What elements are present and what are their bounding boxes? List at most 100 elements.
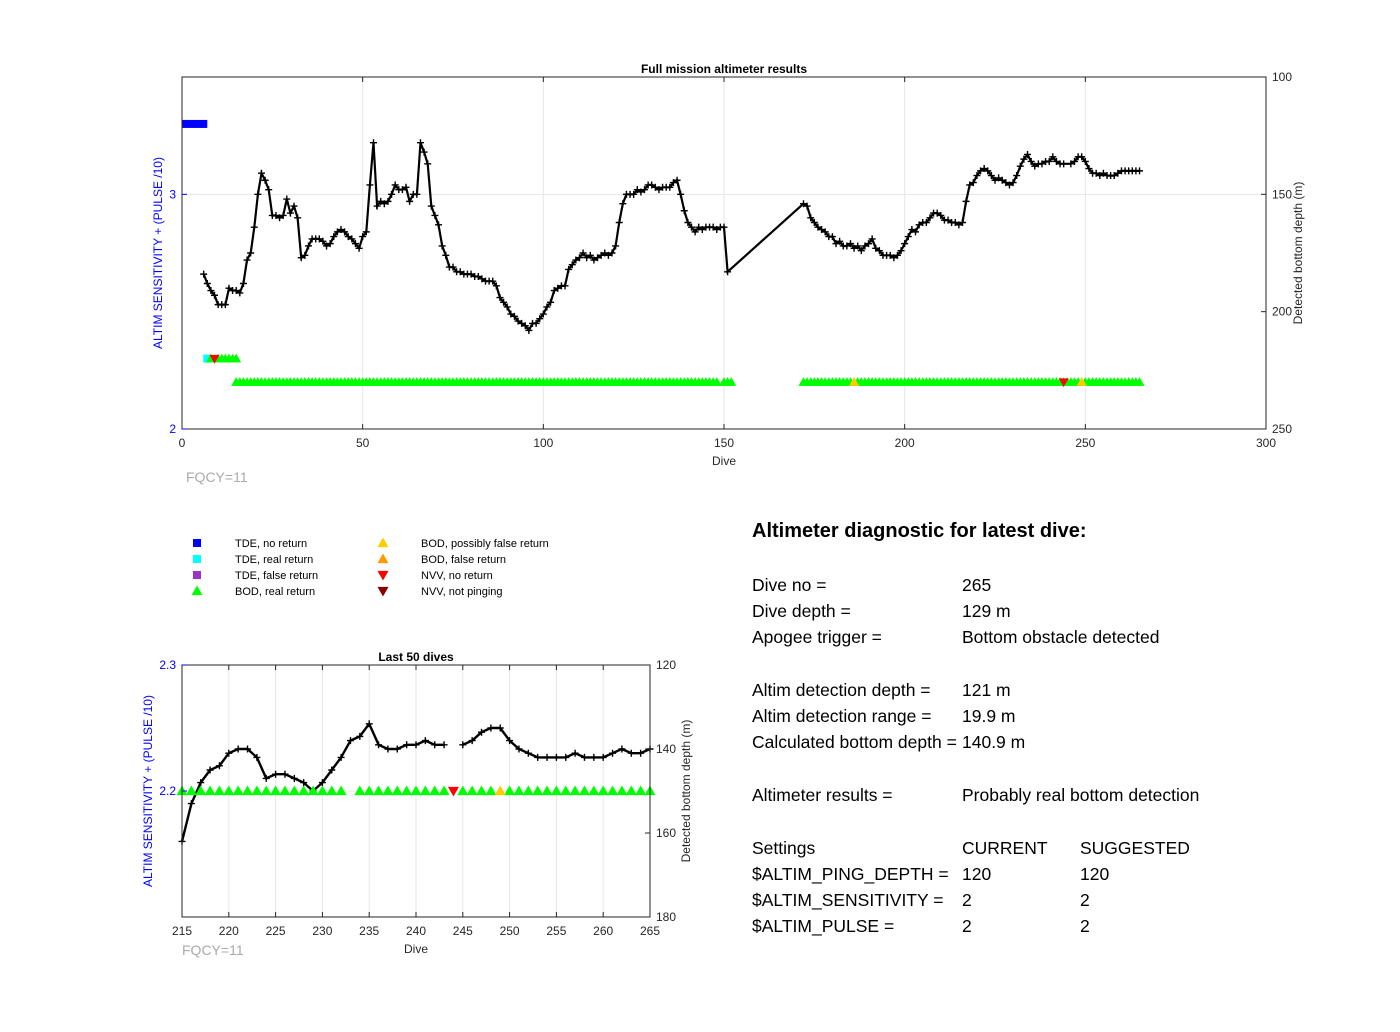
full-mission-depth-point [500, 298, 508, 306]
full-mission-depth-point [1070, 157, 1078, 165]
full-mission-bod-real-return-marker [711, 377, 722, 386]
full-mission-depth-point [247, 249, 255, 257]
full-mission-depth-point [1020, 155, 1028, 163]
full-mission-depth-point [977, 167, 985, 175]
full-mission-depth-point [901, 240, 909, 248]
full-mission-depth-point [265, 186, 273, 194]
full-mission-depth-point [467, 270, 475, 278]
full-mission-depth-point [243, 256, 251, 264]
last50-depth-point [206, 766, 214, 774]
last50-ytick-left-label: 2.2 [159, 784, 176, 798]
full-mission-depth-point [814, 223, 822, 231]
full-mission-depth-point [872, 244, 880, 252]
last50-bod-real-return-marker [616, 785, 628, 796]
last50-xtick-label: 235 [359, 924, 379, 938]
full-mission-depth-point [384, 197, 392, 205]
full-mission-depth-point [886, 251, 894, 259]
last50-bod-real-return-marker [522, 785, 534, 796]
full-mission-depth-point [601, 249, 609, 257]
full-mission-depth-point [958, 218, 966, 226]
settings-header-label: Settings [752, 838, 816, 858]
full-mission-depth-line [202, 142, 1140, 333]
full-mission-depth-point [532, 319, 540, 327]
full-mission-depth-point [1045, 157, 1053, 165]
full-mission-depth-point [875, 247, 883, 255]
dive-depth-value: 129 m [962, 601, 1011, 621]
full-mission-xtick-label: 300 [1256, 436, 1276, 450]
full-mission-depth-point [1024, 150, 1032, 158]
full-mission-depth-point [225, 284, 233, 292]
full-mission-ytick-right-label: 250 [1272, 422, 1292, 436]
full-mission-depth-point [908, 226, 916, 234]
full-mission-depth-point [637, 188, 645, 196]
last50-depth-point [459, 741, 467, 749]
full-mission-depth-point [1085, 165, 1093, 173]
legend-item-label: BOD, false return [421, 554, 506, 566]
full-mission-depth-point [709, 223, 717, 231]
last50-fqcy-footnote: FQCY=11 [182, 942, 244, 958]
apogee-trigger-label: Apogee trigger = [752, 627, 882, 647]
full-mission-depth-point [1078, 153, 1086, 161]
last50-depth-point [487, 724, 495, 732]
full-mission-depth-point [915, 221, 923, 229]
full-mission-depth-point [355, 244, 363, 252]
full-mission-ytick-left-label: 3 [169, 187, 176, 201]
last50-xtick-label: 225 [266, 924, 286, 938]
full-mission-depth-point [991, 176, 999, 184]
full-mission-bod-possibly-false-marker [1076, 377, 1087, 386]
last50-bod-real-return-marker [541, 785, 553, 796]
dive-no-value: 265 [962, 575, 992, 595]
last50-depth-point [197, 779, 205, 787]
last50-depth-point [337, 753, 345, 761]
full-mission-depth-point [832, 240, 840, 248]
last50-depth-point [272, 770, 280, 778]
full-mission-depth-point [366, 181, 374, 189]
pulse-suggested: 2 [1080, 916, 1090, 936]
full-mission-depth-point [687, 223, 695, 231]
calculated-bottom-depth-value: 140.9 m [962, 732, 1026, 752]
full-mission-depth-point [568, 261, 576, 269]
calculated-bottom-depth-label: Calculated bottom depth = [752, 732, 957, 752]
full-mission-depth-point [857, 247, 865, 255]
last50-ytick-right-label: 140 [656, 742, 676, 756]
full-mission-bod-possibly-false-marker [849, 377, 860, 386]
full-mission-depth-point [695, 223, 703, 231]
full-mission-bod-real-return-marker [1134, 377, 1145, 386]
last50-depth-point [356, 732, 364, 740]
full-mission-depth-point [966, 181, 974, 189]
full-mission-depth-point [608, 249, 616, 257]
last50-depth-point [187, 800, 195, 808]
last50-bod-real-return-marker [569, 785, 581, 796]
full-mission-depth-point [402, 183, 410, 191]
last50-depth-point [496, 724, 504, 732]
full-mission-depth-point [518, 319, 526, 327]
dive-depth-label: Dive depth = [752, 601, 851, 621]
full-mission-depth-point [1009, 179, 1017, 187]
full-mission-xtick-label: 200 [895, 436, 915, 450]
full-mission-depth-point [420, 148, 428, 156]
legend-square-marker [193, 555, 201, 563]
full-mission-depth-point [962, 197, 970, 205]
last50-depth-point [515, 745, 523, 753]
legend-triangle-up-marker [377, 537, 389, 548]
last50-bod-real-return-marker [242, 785, 254, 796]
full-mission-depth-point [435, 221, 443, 229]
last50-bod-real-return-marker [419, 785, 431, 796]
last50-bod-real-return-marker [504, 785, 516, 796]
full-mission-depth-point [933, 209, 941, 217]
last50-depth-point [403, 741, 411, 749]
full-mission-depth-point [1031, 162, 1039, 170]
full-mission-depth-point [319, 237, 327, 245]
legend-triangle-down-marker [377, 586, 389, 597]
last50-ytick-right-label: 120 [656, 658, 676, 672]
full-mission-depth-point [995, 174, 1003, 182]
full-mission-depth-point [955, 221, 963, 229]
sensitivity-suggested: 2 [1080, 890, 1090, 910]
full-mission-ylabel-right: Detected bottom depth (m) [1291, 182, 1305, 325]
full-mission-depth-point [427, 202, 435, 210]
full-mission-depth-point [926, 214, 934, 222]
full-mission-depth-point [536, 315, 544, 323]
last50-bod-real-return-marker [550, 785, 562, 796]
full-mission-depth-point [720, 223, 728, 231]
